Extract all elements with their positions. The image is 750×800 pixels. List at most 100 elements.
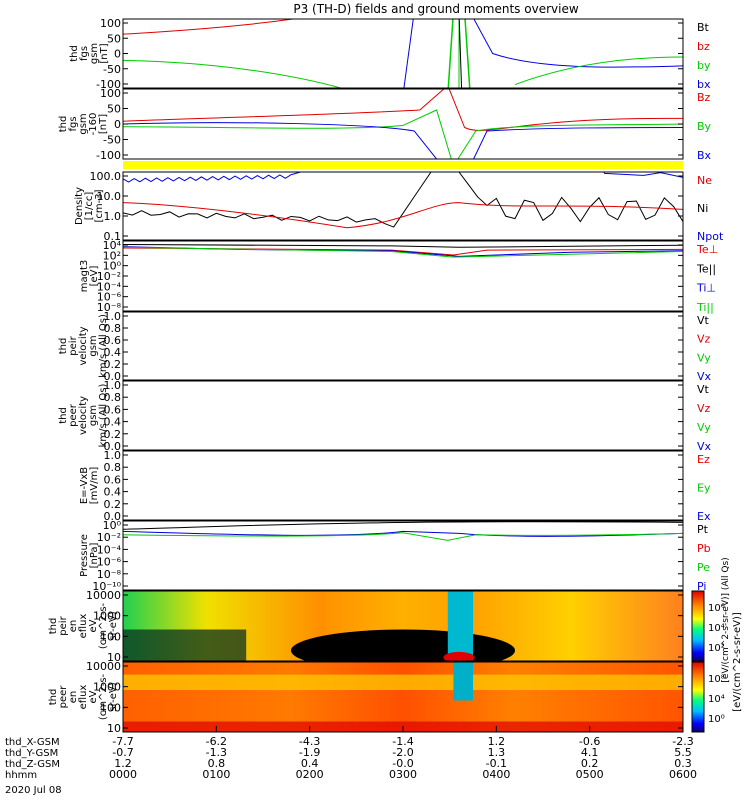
y-tick-label: 100.0 (90, 170, 122, 183)
y-tick-label: 10⁻⁴ (97, 280, 122, 293)
y-axis-label-line: Pressure (79, 534, 90, 577)
y-axis-label-line: gsm (78, 113, 89, 134)
series-bz-line (123, 19, 297, 35)
y-axis-label-line: -160 (88, 113, 99, 136)
legend-entry: Pt (697, 523, 709, 536)
legend-entry: Te⊥ (696, 243, 718, 256)
legend-entry: Ey (697, 482, 711, 495)
y-axis-label-line: gsm (88, 335, 99, 356)
y-axis-label-line: eflux (78, 685, 89, 710)
y-axis-label: thd fgs gsm -160 [nT] (58, 113, 109, 136)
y-tick-label: 10⁻² (97, 531, 121, 544)
y-tick-label: 0.6 (104, 403, 122, 416)
y-tick-label: 10⁰ (103, 519, 122, 532)
y-tick-label: 10⁰ (103, 260, 122, 273)
legend-entry: Vz (697, 333, 711, 346)
y-tick-label: 100 (100, 17, 121, 30)
legend-entry: Vx (697, 370, 712, 383)
y-tick-label: -100 (96, 149, 121, 162)
yellow-flag-bar (123, 161, 683, 169)
series-Tepar-line (123, 244, 683, 248)
series-Tiperp-line (123, 246, 683, 257)
time-axis-row-label: hhmm (5, 770, 37, 781)
y-axis-label-line: [1/cc] (84, 192, 95, 221)
y-axis-label: magt3 [eV] (79, 260, 100, 293)
legend-entry: bx (697, 78, 711, 91)
panel-9: thd peir en eflux eV (cm^2-s-sr-eV) (48, 590, 705, 662)
colorbar-tick-label: 10⁶ (708, 603, 725, 614)
y-axis-label-line: en (68, 691, 79, 704)
time-axis-value: 0.4 (301, 757, 319, 770)
y-tick-label: 0.2 (104, 358, 122, 371)
time-axis-value: 0300 (389, 768, 417, 781)
y-axis-label: thd peir velocity gsm km/s (All Qs) (58, 314, 109, 378)
y-axis-label: thd peer velocity gsm km/s (All Qs) (58, 384, 109, 448)
y-tick-label: 10 (107, 651, 121, 664)
y-tick-label: 10⁻⁸ (97, 301, 122, 314)
y-axis-label-line: thd (58, 116, 69, 133)
time-axis-value: 1.3 (488, 746, 506, 759)
y-tick-label: 10⁴ (103, 239, 122, 252)
legend-entry: Vt (697, 314, 710, 327)
series-Ni-line (123, 172, 683, 228)
y-axis-label-line: km/s (All Qs) (98, 384, 109, 448)
y-axis-label-line: (cm^2-s- (98, 602, 109, 649)
series-Pt-line (123, 521, 683, 530)
y-axis-label-line: [cm-3] (94, 189, 105, 222)
panel-frame (122, 590, 684, 662)
y-tick-label: 0.2 (104, 498, 122, 511)
y-axis-label-line: thd (58, 338, 69, 355)
time-axis-value: 0400 (482, 768, 510, 781)
panel-3: Density [1/cc] [cm-3] (74, 171, 684, 241)
y-axis-label-line: thd (58, 407, 69, 424)
legend-entry: Ez (697, 453, 710, 466)
y-axis-label: Pressure [nPa] (79, 534, 100, 577)
y-tick-label: 0.8 (104, 322, 122, 335)
y-axis-label-line: [mV/m] (89, 467, 100, 505)
y-tick-label: 0.4 (104, 486, 122, 499)
panel-frame (122, 311, 684, 381)
y-tick-label: -100 (96, 78, 121, 91)
time-axis-value: 0.3 (674, 757, 692, 770)
colorbar-tick-label: 10² (708, 643, 725, 654)
y-axis-label-line: eV (88, 619, 99, 632)
series-Teperp-line (123, 247, 683, 256)
y-axis-label-line: fgs (68, 116, 79, 131)
y-tick-label: 0.4 (104, 416, 122, 429)
y-axis-label-line: [nT] (99, 43, 110, 63)
legend-entry: Ni (697, 202, 708, 215)
series-bx-line (403, 19, 683, 88)
series-by-spike (447, 19, 471, 88)
time-axis-value: -2.0 (392, 746, 413, 759)
y-tick-label: 1000 (93, 610, 121, 623)
colorbar-label-upper: [eV/(cm^2-s-sr-eV)] (All Qs) (721, 557, 731, 682)
y-tick-label: 50 (107, 103, 121, 116)
series-Tipar-line (123, 246, 683, 258)
y-tick-label: -50 (103, 63, 121, 76)
y-axis-label-line: thd (69, 45, 80, 62)
legend-entry: Ti⊥ (696, 282, 716, 295)
legend-entry: Ti|| (696, 301, 714, 314)
colorbar (691, 661, 705, 733)
time-axis-value: 1.2 (488, 735, 506, 748)
y-axis-label-line: eV (88, 690, 99, 703)
legend-entry: Bz (697, 91, 711, 104)
time-axis-value: -1.3 (206, 746, 227, 759)
y-tick-label: 1000 (93, 681, 121, 694)
time-axis-value: -7.7 (112, 735, 133, 748)
time-axis-value: -0.6 (579, 735, 600, 748)
y-tick-label: 10⁻⁴ (97, 543, 122, 556)
y-tick-label: 0.1 (104, 230, 122, 243)
series-Npot-line (123, 172, 683, 183)
y-tick-label: 100 (100, 87, 121, 100)
legend-entry: Vt (697, 383, 710, 396)
legend-entry: Vy (697, 351, 711, 364)
ion-spectrogram-noise (123, 629, 247, 661)
y-tick-label: 50 (107, 32, 121, 45)
y-axis-label-line: fgs (79, 46, 90, 61)
y-tick-label: 10⁻⁸ (97, 568, 122, 581)
series-Bx-line (123, 122, 683, 159)
y-tick-label: 0.0 (104, 370, 122, 383)
time-axis-value: -0.0 (392, 757, 413, 770)
